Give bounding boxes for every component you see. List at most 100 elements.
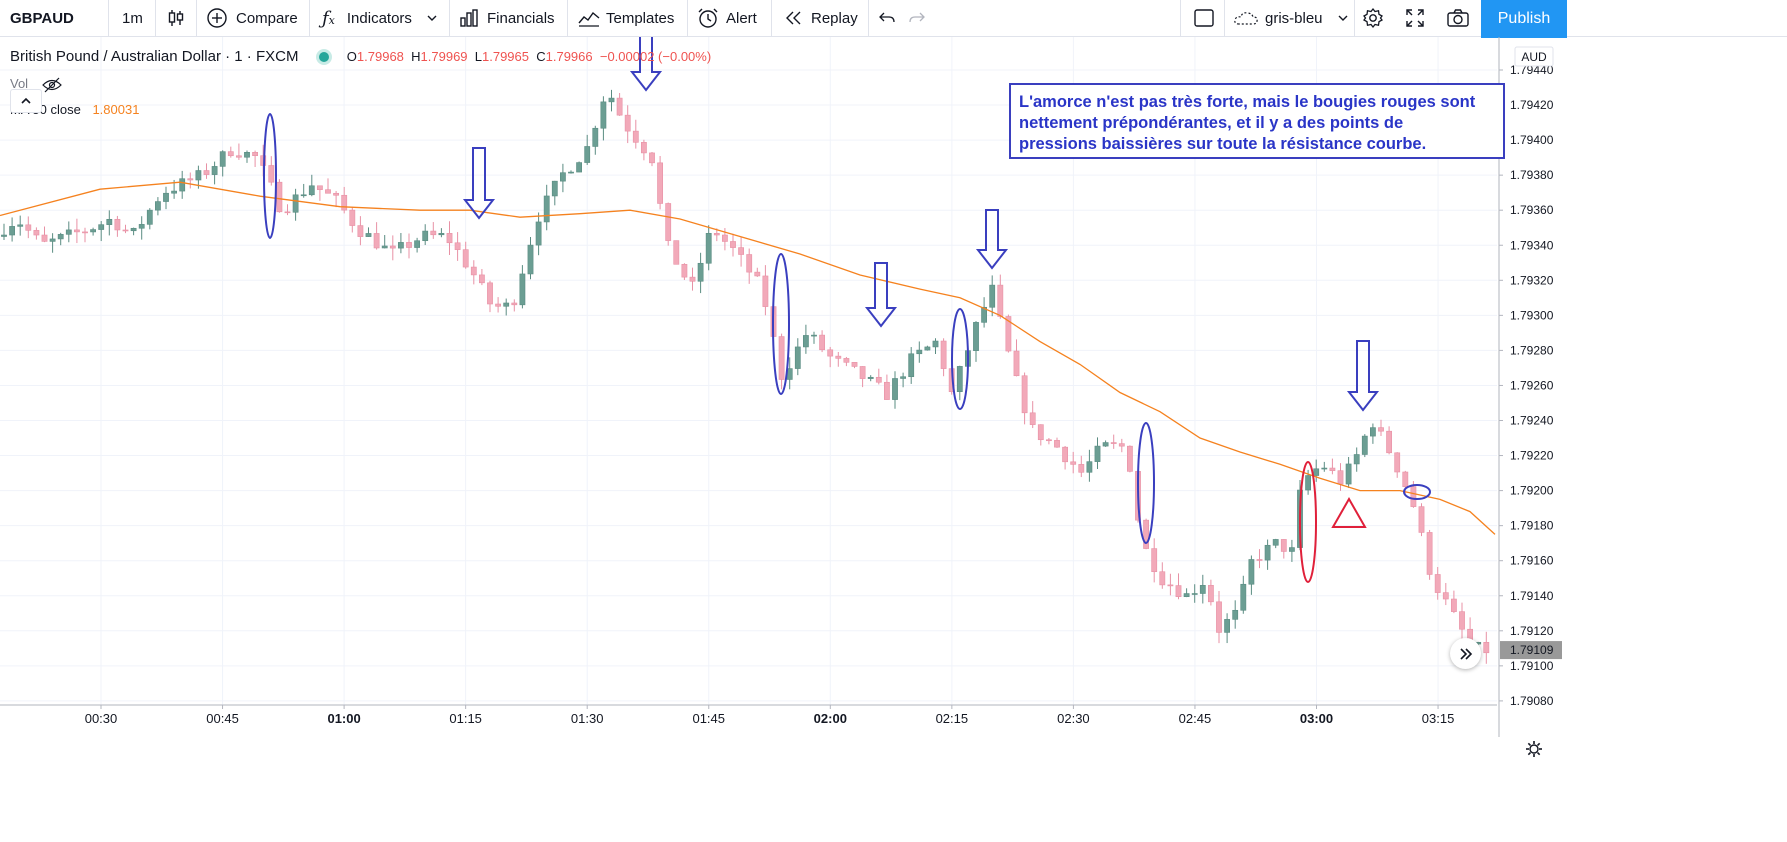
- layout-name-button[interactable]: gris-bleu: [1233, 0, 1349, 36]
- candle-body: [438, 233, 445, 236]
- candle-body: [1386, 430, 1392, 454]
- price-tick-label: 1.79140: [1510, 589, 1554, 603]
- time-tick-label: 02:45: [1179, 711, 1212, 726]
- candlestick-chart[interactable]: 1.794401.794201.794001.793801.793601.793…: [0, 27, 1787, 837]
- candle-body: [511, 302, 518, 306]
- candle-body: [397, 242, 404, 249]
- candle-body: [1005, 316, 1012, 352]
- candle-body: [122, 229, 129, 232]
- candle-body: [721, 234, 728, 242]
- price-tick-label: 1.79260: [1510, 378, 1554, 392]
- cloud-icon: [1234, 12, 1258, 25]
- candle-body: [1329, 467, 1336, 471]
- fullscreen-button[interactable]: [1405, 0, 1425, 36]
- candle-body: [1037, 424, 1044, 441]
- ellipse-mark: [1403, 484, 1431, 500]
- candle-body: [276, 181, 283, 213]
- time-tick-label: 01:00: [327, 711, 360, 726]
- candle-body: [754, 271, 761, 277]
- candle-body: [195, 170, 202, 181]
- alert-button[interactable]: Alert: [697, 0, 757, 36]
- price-tick-label: 1.79080: [1510, 694, 1554, 708]
- candle-body: [1118, 443, 1125, 447]
- volume-legend[interactable]: Vol: [10, 76, 62, 93]
- candle-body: [1232, 609, 1239, 620]
- price-tick-label: 1.79400: [1510, 133, 1554, 147]
- candle-body: [341, 194, 348, 211]
- candle-body: [316, 185, 323, 190]
- price-tick-label: 1.79180: [1510, 519, 1554, 533]
- publish-button[interactable]: Publish: [1481, 0, 1567, 38]
- candle-body: [649, 152, 655, 164]
- candle-body: [90, 229, 96, 233]
- candle-body: [333, 192, 339, 196]
- time-tick-label: 03:00: [1300, 711, 1333, 726]
- time-tick-label: 00:30: [85, 711, 118, 726]
- candle-body: [1094, 445, 1101, 462]
- interval-button[interactable]: 1m: [122, 0, 143, 36]
- financials-button[interactable]: Financials: [459, 0, 555, 36]
- down-arrow-mark: [864, 262, 898, 328]
- settings-button[interactable]: [1362, 0, 1384, 36]
- annotation-line: L'amorce n'est pas très forte, mais le b…: [1019, 93, 1476, 111]
- annotation-text-box[interactable]: L'amorce n'est pas très forte, mais le b…: [1009, 83, 1505, 159]
- candle-body: [1410, 486, 1417, 507]
- chart-type-button[interactable]: [166, 0, 186, 36]
- scroll-to-realtime-button[interactable]: [1450, 638, 1481, 669]
- redo-icon: [909, 12, 925, 23]
- candle-body: [640, 142, 647, 154]
- select-layout-button[interactable]: [1193, 0, 1215, 36]
- templates-button[interactable]: Templates: [578, 0, 674, 36]
- candle-body: [1070, 461, 1077, 465]
- candle-body: [171, 190, 177, 194]
- collapse-legend-button[interactable]: [10, 89, 42, 113]
- candle-body: [1175, 585, 1182, 598]
- candle-body: [600, 101, 607, 129]
- candle-body: [665, 203, 672, 241]
- replay-button[interactable]: Replay: [784, 0, 858, 36]
- chart-area[interactable]: 1.79440 1.79420 1.79400 1.79380 1.79360 1.793…: [0, 27, 1787, 837]
- candle-body: [843, 358, 850, 363]
- price-tick-label: 1.79220: [1510, 449, 1554, 463]
- price-tick-label: 1.79120: [1510, 624, 1554, 638]
- candle-body: [1272, 539, 1279, 546]
- candle-body: [811, 334, 817, 337]
- candle-body: [187, 178, 194, 181]
- series-legend: British Pound / Australian Dollar · 1 · …: [10, 48, 711, 65]
- candle-body: [1151, 548, 1158, 573]
- candle-body: [406, 242, 412, 248]
- candle-body: [1378, 427, 1384, 432]
- candle-body: [1248, 559, 1255, 585]
- plus-circle-icon: [207, 8, 227, 28]
- annotation-line: nettement prépondérantes, et il y a des …: [1019, 114, 1404, 132]
- compare-button[interactable]: Compare: [206, 0, 298, 36]
- time-tick-label: 02:00: [814, 711, 847, 726]
- indicators-button[interactable]: ƒx Indicators: [322, 0, 438, 36]
- candle-body: [17, 224, 24, 227]
- redo-button[interactable]: [909, 0, 925, 36]
- candle-body: [98, 224, 105, 230]
- interval-label: 1m: [122, 9, 143, 27]
- candle-body: [1321, 467, 1328, 470]
- candle-body: [1216, 601, 1222, 633]
- ma-value: 1.80031: [92, 102, 140, 117]
- series-title[interactable]: British Pound / Australian Dollar · 1 · …: [10, 48, 299, 65]
- candle-body: [462, 249, 469, 268]
- candle-body: [155, 201, 161, 211]
- candle-body: [300, 194, 307, 197]
- ma-legend[interactable]: MA 50 close 1.80031: [10, 102, 139, 117]
- undo-button[interactable]: [879, 0, 895, 36]
- candle-body: [916, 349, 923, 355]
- candle-body: [454, 242, 461, 250]
- eye-hidden-icon[interactable]: [41, 77, 62, 93]
- symbol-search-button[interactable]: GBPAUD: [10, 0, 74, 36]
- candle-body: [624, 114, 631, 132]
- candle-body: [146, 209, 153, 225]
- candle-body: [478, 274, 485, 284]
- candle-body: [470, 266, 477, 276]
- ma-50-line: [0, 181, 1496, 535]
- candle-body: [236, 155, 242, 158]
- candle-body: [981, 306, 987, 323]
- candle-body: [414, 240, 420, 248]
- snapshot-button[interactable]: [1446, 0, 1470, 36]
